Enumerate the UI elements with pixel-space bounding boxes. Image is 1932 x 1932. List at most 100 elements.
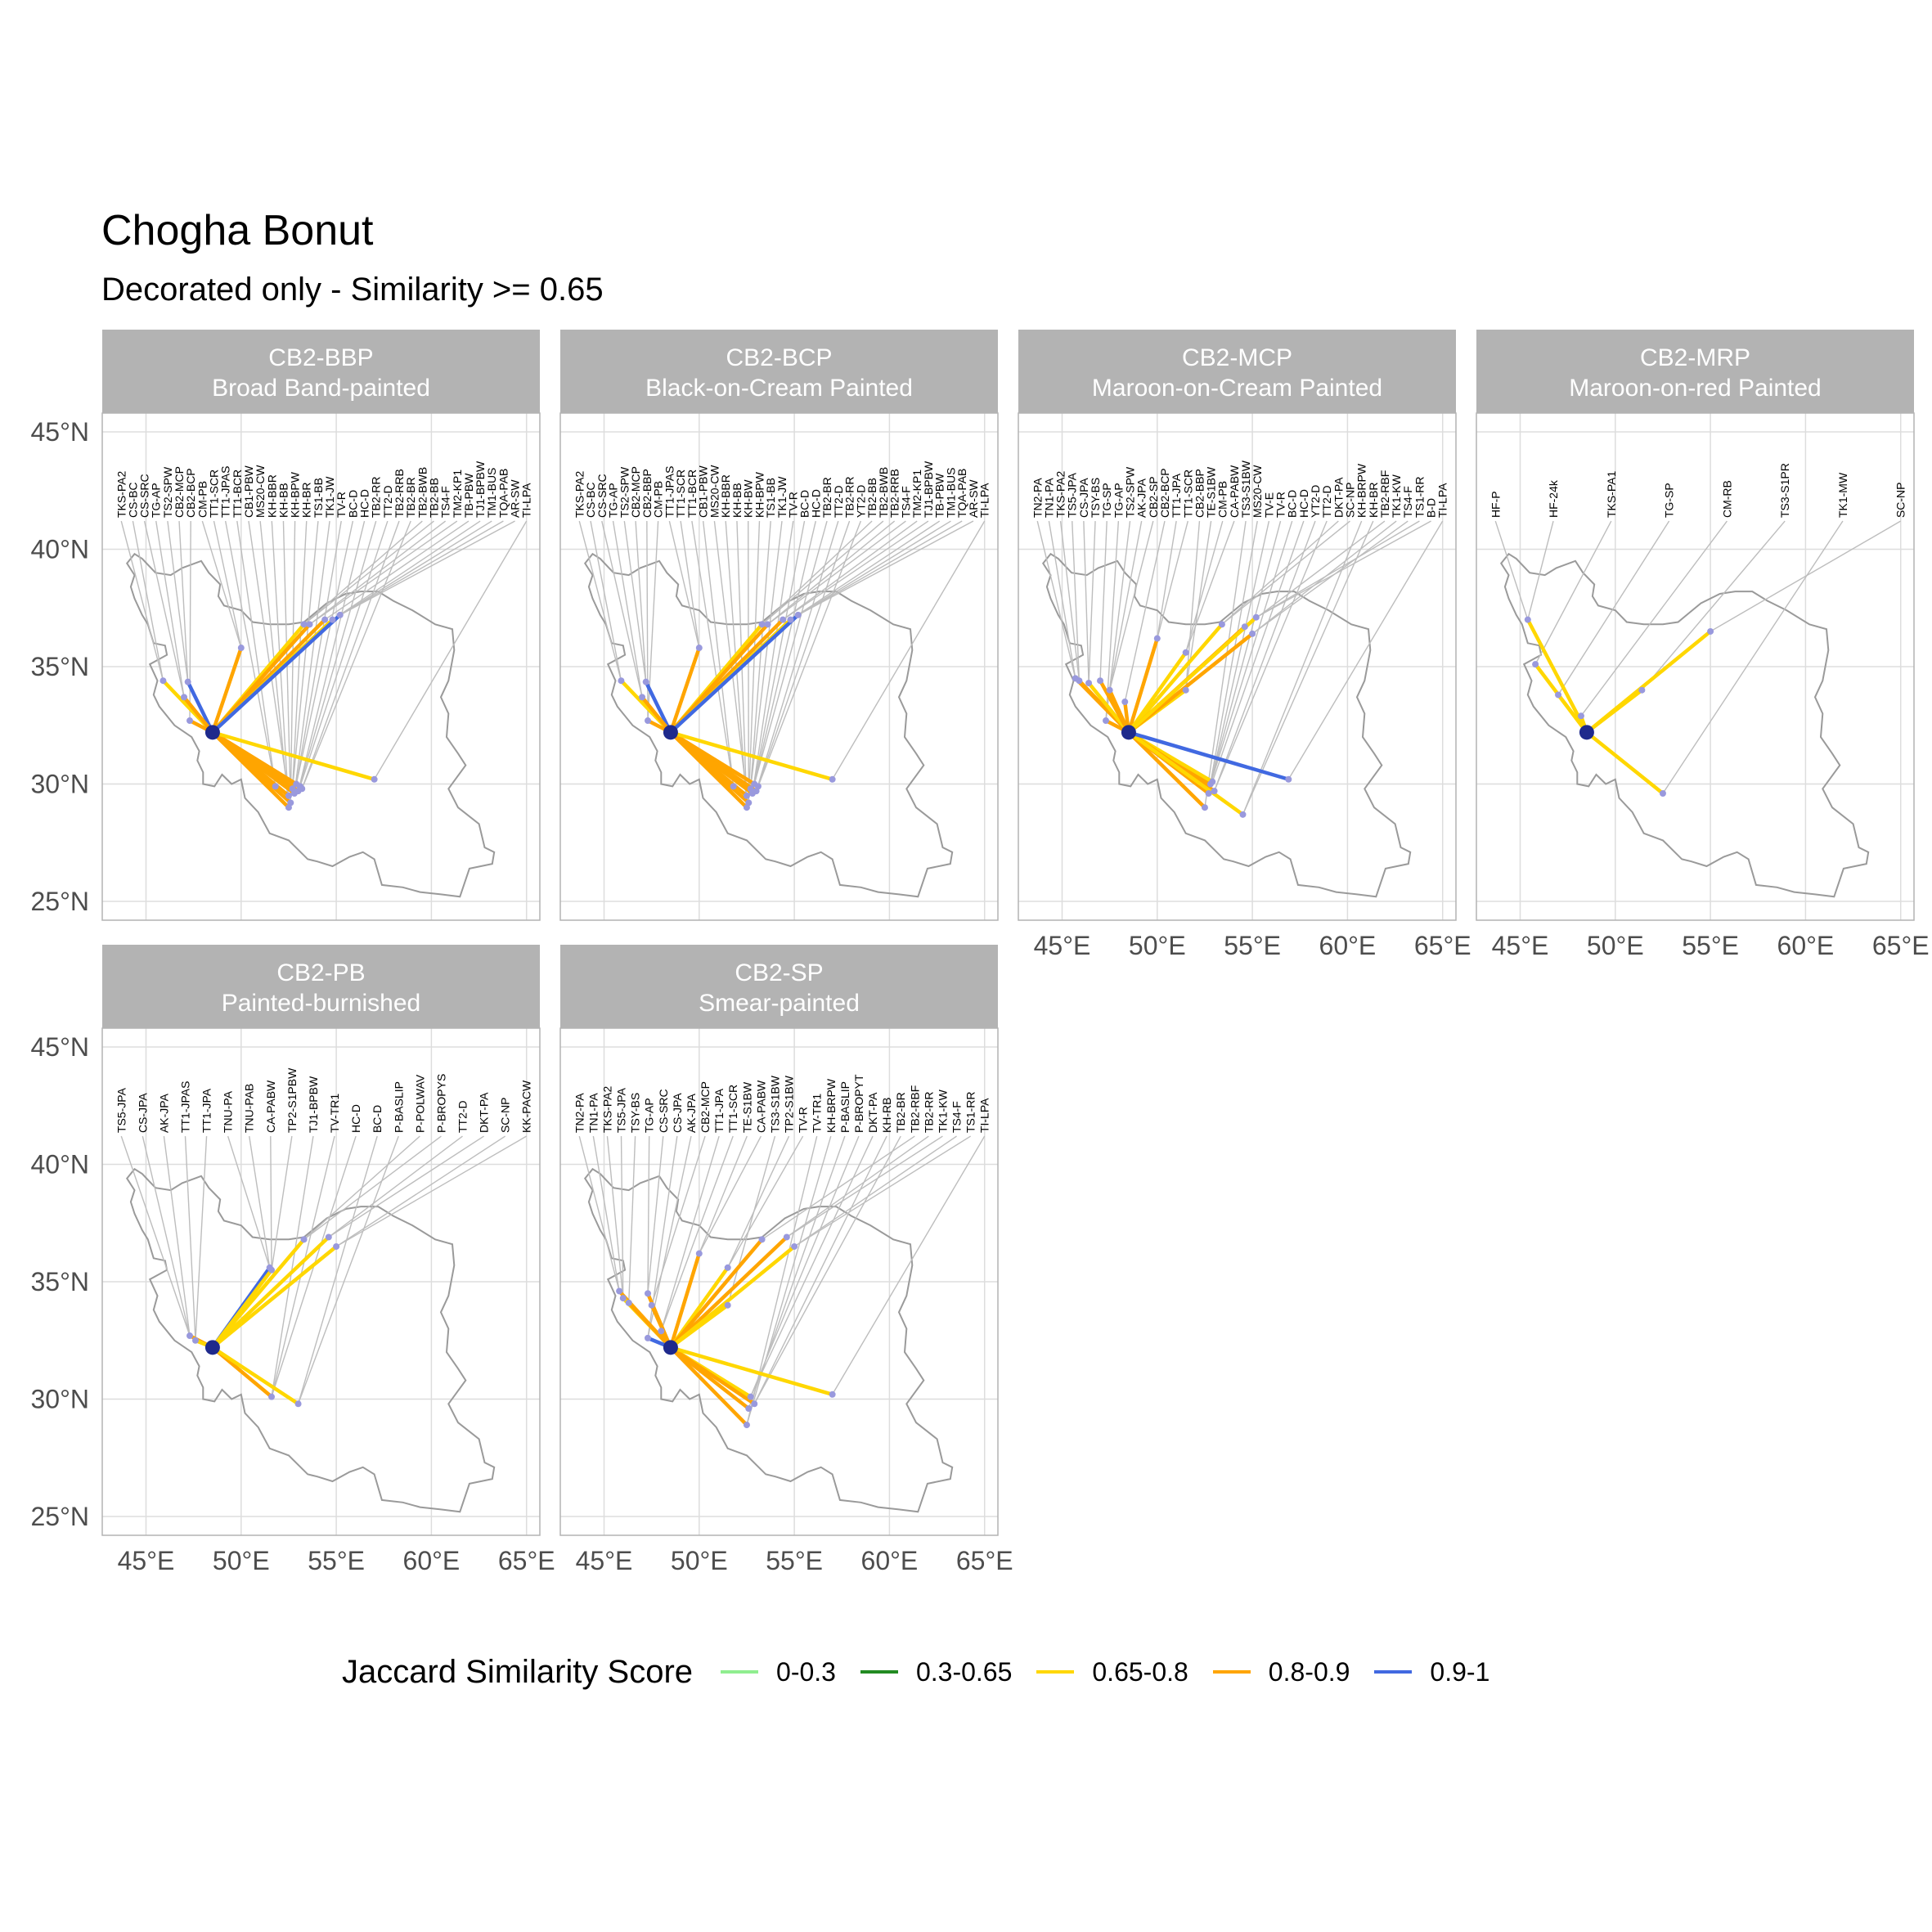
site-leader-line [680,520,700,649]
site-leader-line [798,520,963,616]
site-point [1209,778,1216,785]
site-leader-line [294,520,330,794]
site-leader-line [646,521,649,721]
site-point [747,1393,754,1400]
site-point [1085,680,1093,687]
x-tick-label: 60°E [1777,931,1835,960]
facet-strip [102,330,540,413]
site-label: TB2-RRB [888,469,901,518]
site-label: TS1-BB [312,478,325,518]
x-tick-label: 50°E [1587,931,1644,960]
site-point [268,1393,276,1400]
site-label: TKS-PA2 [573,471,586,519]
similarity-link [210,1235,331,1350]
site-label: TV-R [335,492,348,518]
origin-site-point [1579,725,1594,740]
site-leader-line [1207,520,1270,794]
site-leader-line [702,520,735,787]
site-point [1577,712,1584,720]
site-label: TT1-BCR [231,470,244,518]
site-leader-line [167,520,189,682]
legend-label: 0-0.3 [776,1656,836,1687]
site-label: KH-BB [730,483,744,518]
site-leader-line [1108,520,1154,690]
site-label: TE-S1BW [740,1081,753,1133]
site-point [745,1405,753,1412]
site-label: TB2-RR [843,476,856,518]
legend-label: 0.3-0.65 [915,1656,1013,1687]
x-tick-label: 50°E [213,1546,270,1575]
site-leader-line [295,520,342,784]
site-leader-line [227,1135,271,1268]
site-leader-line [1534,520,1612,665]
site-leader-line [668,520,700,649]
site-point [1249,630,1256,637]
site-leader-line [753,520,816,784]
similarity-link [1086,681,1131,735]
x-tick-label: 50°E [1129,931,1186,960]
x-tick-label: 55°E [1682,931,1739,960]
site-leader-line [328,1135,484,1238]
site-label: TV-R [1274,492,1287,518]
site-leader-line [132,520,164,681]
facet-panel-cb2-bcp: CB2-BCP Black-on-Cream Painted TKS-PA2CS-B… [559,330,999,921]
x-tick-label: 65°E [1414,931,1471,960]
site-leader-line [155,520,185,698]
facet-strip-code: CB2-PB [276,959,365,986]
site-point [829,1391,836,1398]
site-leader-line [601,520,643,698]
site-point [618,677,625,685]
site-label: TB-PBW [462,473,475,518]
site-leader-line [301,520,400,789]
figure-title: Chogha Bonut [101,207,374,254]
site-label: TS3-S1BW [768,1075,781,1133]
site-label: TS1-RR [964,1091,977,1133]
site-leader-line [332,520,492,621]
site-leader-line [1287,520,1444,780]
site-point [645,1334,651,1341]
facet-border [1018,412,1457,921]
site-leader-line [335,1135,506,1247]
y-tick-label: 45°N [31,417,90,447]
site-point [321,616,329,623]
site-leader-line [1710,520,1902,632]
site-label: CA-PABW [1228,465,1241,518]
site-leader-line [1662,520,1844,794]
site-label: KH-RB [880,1097,893,1133]
site-leader-line [1048,520,1076,679]
site-label: BC-D [371,1105,384,1133]
site-leader-line [303,1135,442,1240]
site-point [300,1236,308,1243]
similarity-link [627,1301,673,1350]
site-label: TB-PBW [933,473,946,518]
site-leader-line [1210,520,1293,784]
site-point [1659,790,1666,797]
site-leader-line [727,1135,804,1269]
site-point [237,645,245,652]
site-leader-line [1157,520,1177,639]
similarity-link [210,645,244,735]
y-tick-label: 40°N [31,1149,90,1179]
site-point [743,792,750,799]
site-label: KH-BR [1367,482,1380,518]
similarity-link [644,680,673,735]
site-label: KH-BRPW [824,1078,838,1133]
site-leader-line [606,1135,624,1299]
legend-swatch [721,1670,759,1674]
site-leader-line [1244,520,1386,627]
site-label: TKS-PA2 [600,1086,613,1134]
site-point [724,1264,731,1271]
similarity-link [1126,615,1259,735]
x-tick-label: 60°E [1319,931,1377,960]
y-tick-label: 25°N [31,887,90,916]
site-label: TT2-D [1320,485,1333,518]
site-label: TI-LPA [978,483,991,518]
x-tick-label: 60°E [861,1546,919,1575]
similarity-link [1556,693,1589,735]
site-leader-line [749,520,783,789]
site-point [754,783,762,790]
site-leader-line [120,520,164,681]
y-tick-label: 40°N [31,534,90,564]
site-label: KH-BPW [753,471,766,518]
similarity-link [668,645,702,735]
